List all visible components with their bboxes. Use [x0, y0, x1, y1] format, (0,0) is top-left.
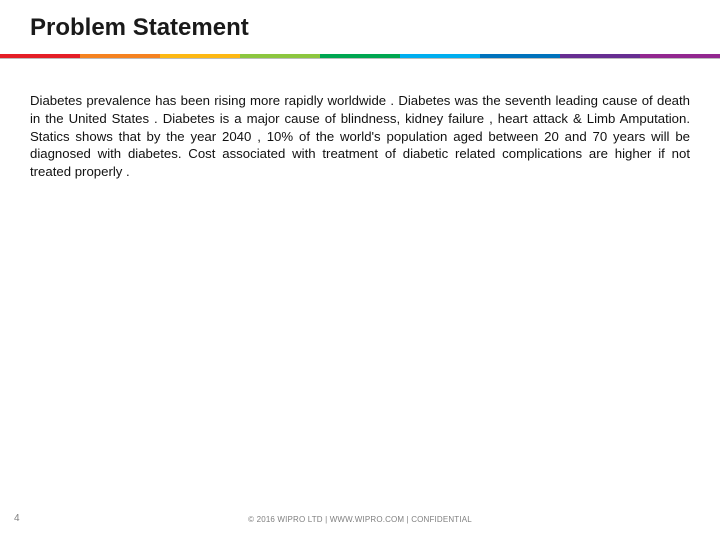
slide: Problem Statement Diabetes prevalence ha…: [0, 0, 720, 540]
page-title: Problem Statement: [30, 14, 249, 42]
gray-separator: [0, 58, 720, 59]
footer-text: © 2016 WIPRO LTD | WWW.WIPRO.COM | CONFI…: [0, 515, 720, 524]
body-paragraph: Diabetes prevalence has been rising more…: [30, 92, 690, 181]
